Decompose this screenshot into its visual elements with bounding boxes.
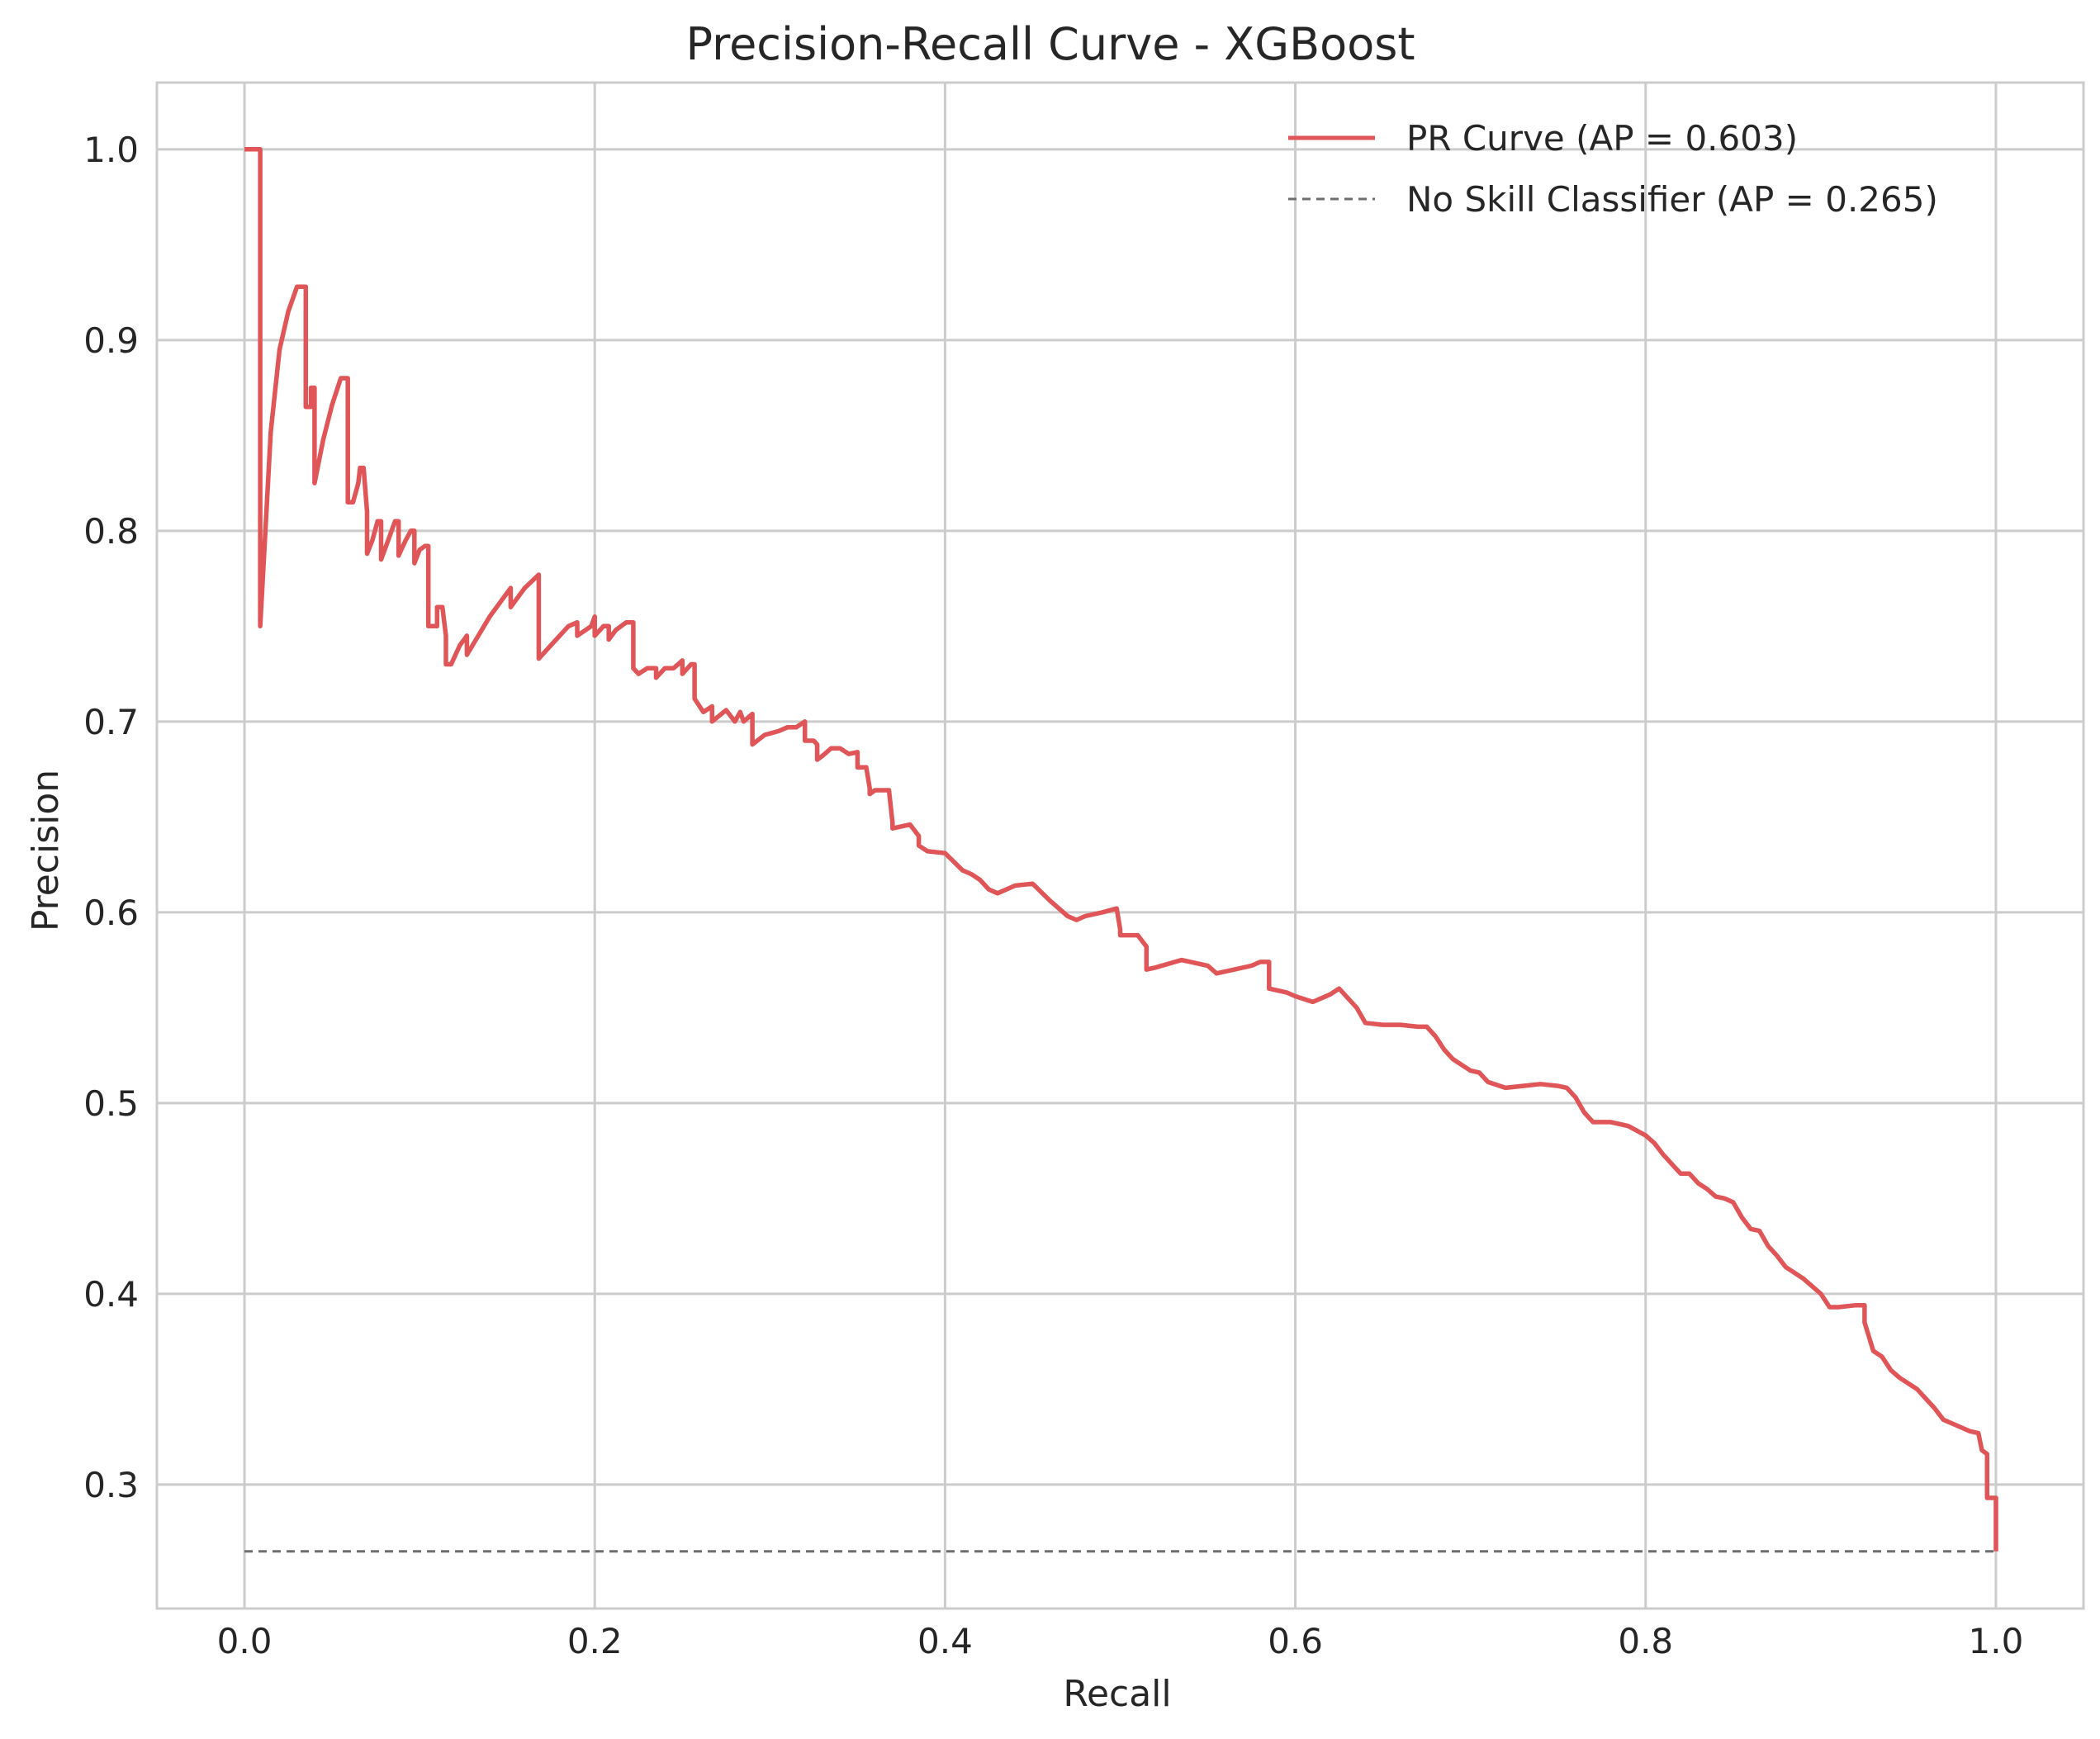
plot-area <box>157 83 2083 1609</box>
x-tick-label: 0.6 <box>1268 1621 1323 1661</box>
x-tick-label: 0.8 <box>1618 1621 1673 1661</box>
pr-curve-line <box>244 147 1998 1552</box>
y-tick-label: 0.6 <box>83 893 139 933</box>
tick-labels: 0.0 0.2 0.4 0.6 0.8 1.0 0.3 0.4 0.5 0.6 0.7 0.8 0.9 1… <box>83 130 2023 1661</box>
y-tick-label: 0.5 <box>83 1083 139 1124</box>
legend-label-pr-curve: PR Curve (AP = 0.603) <box>1406 118 1798 159</box>
y-tick-label: 1.0 <box>83 130 139 170</box>
grid-lines <box>157 83 2083 1609</box>
x-tick-label: 0.0 <box>217 1621 273 1661</box>
y-axis-label: Precision <box>25 770 67 931</box>
y-tick-label: 0.8 <box>83 511 139 552</box>
x-tick-label: 0.2 <box>567 1621 623 1661</box>
plot-frame <box>155 81 2085 1610</box>
y-tick-label: 0.3 <box>83 1465 139 1505</box>
x-tick-label: 1.0 <box>1969 1621 2024 1661</box>
x-tick-label: 0.4 <box>917 1621 973 1661</box>
chart-title: Precision-Recall Curve - XGBoost <box>685 18 1415 70</box>
series-layer <box>244 147 1998 1553</box>
y-tick-label: 0.7 <box>83 702 139 742</box>
y-tick-label: 0.9 <box>83 320 139 361</box>
legend: PR Curve (AP = 0.603) No Skill Classifie… <box>1288 118 1938 220</box>
x-axis-label: Recall <box>1063 1673 1171 1715</box>
legend-label-no-skill: No Skill Classifier (AP = 0.265) <box>1406 179 1938 220</box>
y-tick-label: 0.4 <box>83 1274 139 1315</box>
